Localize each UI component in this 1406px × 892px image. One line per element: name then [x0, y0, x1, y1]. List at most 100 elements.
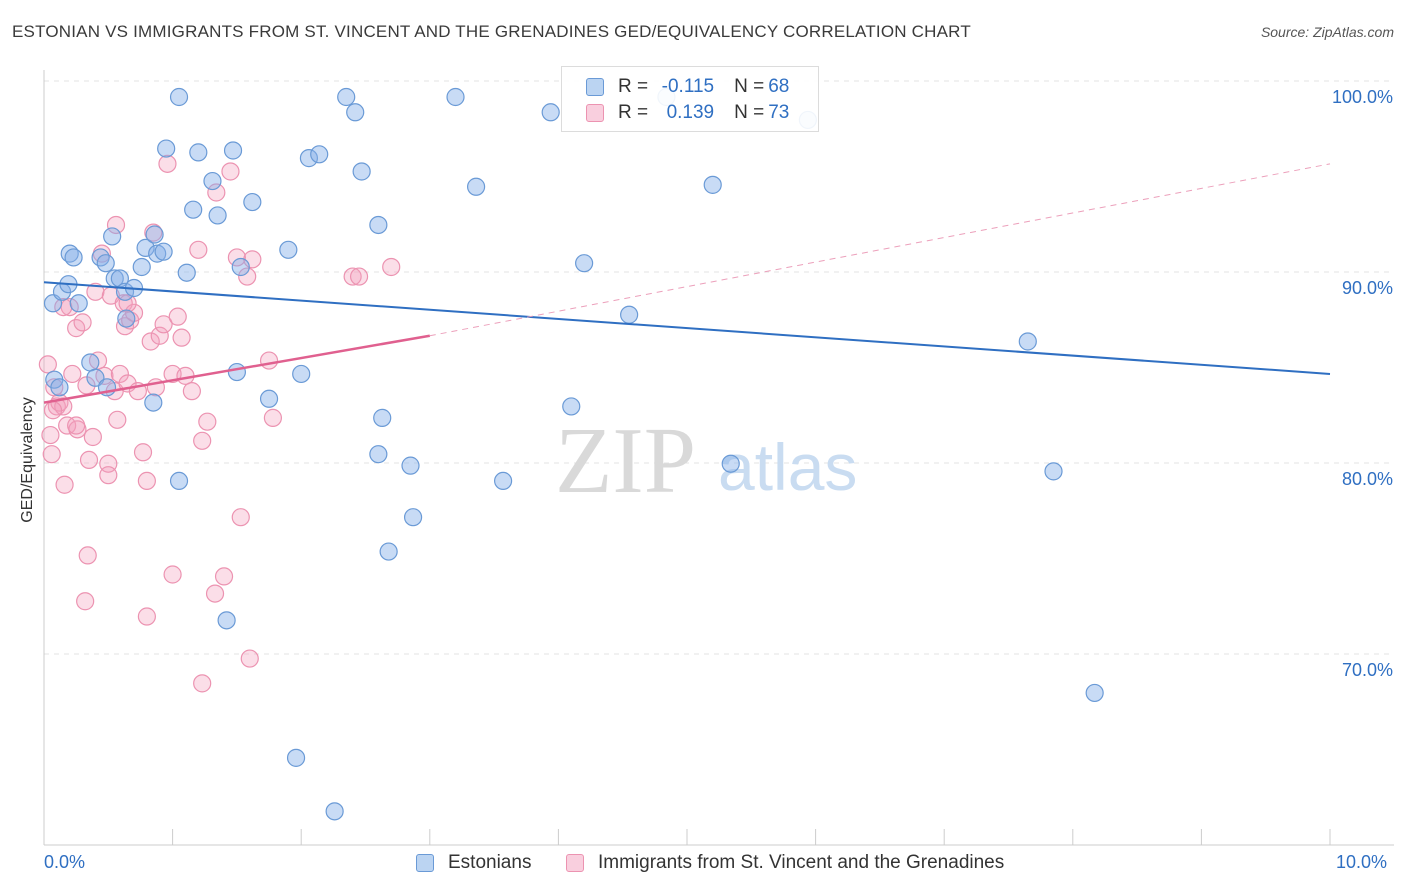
point-immigrants: [231, 508, 250, 527]
point-immigrants: [76, 592, 95, 611]
point-estonians: [703, 175, 722, 194]
point-immigrants: [115, 317, 135, 336]
point-estonians: [117, 309, 136, 328]
point-immigrants: [73, 313, 92, 332]
point-estonians: [299, 149, 319, 168]
bottom-legend-immigrants: Immigrants from St. Vincent and the Gren…: [566, 852, 1004, 874]
point-estonians: [1085, 683, 1104, 703]
point-estonians: [541, 103, 560, 122]
point-immigrants: [99, 466, 118, 485]
point-estonians: [189, 143, 208, 162]
point-estonians: [243, 192, 262, 212]
bottom-legend: Estonians Immigrants from St. Vincent an…: [0, 852, 1406, 878]
point-immigrants: [227, 248, 246, 267]
point-immigrants: [343, 267, 362, 286]
point-immigrants: [193, 674, 212, 693]
legend-n-value: 73: [768, 102, 790, 123]
point-immigrants: [205, 584, 225, 603]
point-estonians: [369, 215, 388, 235]
point-immigrants: [86, 282, 105, 301]
point-estonians: [446, 87, 465, 107]
watermark: ZIP atlas: [555, 409, 857, 513]
legend-n-value: 68: [768, 76, 790, 97]
point-estonians: [223, 141, 243, 160]
point-immigrants: [238, 267, 257, 286]
point-immigrants: [110, 364, 129, 384]
point-estonians: [575, 254, 594, 273]
trend-lines: [43, 163, 1331, 404]
point-estonians: [310, 145, 329, 164]
point-estonians: [144, 393, 163, 412]
point-immigrants: [168, 307, 187, 326]
point-estonians: [81, 353, 100, 372]
bottom-legend-swatch-blue: [416, 854, 434, 872]
source-credit: Source: ZipAtlas.com: [1260, 24, 1394, 40]
point-estonians: [325, 802, 344, 821]
point-immigrants: [55, 475, 74, 494]
point-estonians: [259, 389, 279, 408]
watermark-zip: ZIP: [555, 409, 696, 513]
legend-r-value: 0.139: [666, 102, 715, 123]
trend-line-immigrants-extension: [429, 163, 1331, 337]
point-immigrants: [163, 565, 182, 584]
legend-r-label: R =: [618, 76, 649, 97]
point-immigrants: [150, 326, 169, 345]
bottom-legend-estonians: Estonians: [416, 852, 531, 874]
point-estonians: [373, 408, 392, 427]
legend-swatch-blue: [586, 78, 604, 96]
chart-title: ESTONIAN VS IMMIGRANTS FROM ST. VINCENT …: [12, 22, 971, 41]
point-estonians: [620, 305, 639, 324]
trend-line-estonians: [43, 281, 1331, 375]
point-immigrants: [172, 328, 191, 347]
y-tick-label: 100.0%: [1332, 87, 1393, 107]
point-immigrants: [214, 567, 234, 586]
point-estonians: [292, 364, 311, 384]
point-immigrants: [54, 397, 73, 416]
point-immigrants: [95, 366, 114, 385]
point-estonians: [466, 177, 486, 196]
point-immigrants: [133, 443, 153, 462]
point-immigrants: [41, 425, 60, 445]
point-immigrants: [141, 332, 160, 351]
point-estonians: [346, 103, 365, 122]
point-estonians: [227, 362, 246, 382]
point-immigrants: [263, 408, 283, 427]
point-estonians: [231, 257, 250, 277]
point-immigrants: [118, 294, 137, 313]
point-immigrants: [193, 431, 212, 450]
point-estonians: [69, 294, 88, 313]
point-immigrants: [382, 257, 401, 277]
point-estonians: [208, 206, 227, 225]
point-immigrants: [154, 315, 173, 334]
point-estonians: [50, 378, 69, 397]
x-tick-label-min: 0.0%: [44, 852, 86, 872]
point-immigrants: [240, 649, 259, 668]
point-estonians: [177, 263, 196, 282]
point-estonians: [154, 242, 173, 261]
point-estonians: [96, 254, 115, 273]
point-immigrants: [189, 240, 208, 259]
point-estonians: [148, 244, 167, 263]
legend-swatch-pink: [586, 104, 604, 122]
point-immigrants: [63, 364, 82, 384]
point-immigrants: [79, 450, 99, 469]
point-immigrants: [137, 607, 156, 626]
point-estonians: [184, 200, 203, 219]
point-estonians: [494, 471, 513, 491]
y-tick-label: 80.0%: [1342, 469, 1393, 489]
point-immigrants: [78, 546, 97, 565]
legend-n-label: N =: [734, 102, 765, 123]
bottom-legend-label: Immigrants from St. Vincent and the Gren…: [598, 852, 1005, 873]
correlation-legend: R = -0.115 N = 68 R = 0.139 N = 73: [561, 66, 819, 132]
point-estonians: [169, 471, 189, 491]
point-estonians: [203, 171, 222, 191]
legend-r-label: R =: [618, 102, 649, 123]
point-estonians: [169, 87, 189, 107]
point-estonians: [352, 162, 371, 181]
point-estonians: [562, 397, 581, 416]
y-axis-label: GED/Equivalency: [19, 397, 36, 523]
point-immigrants: [259, 351, 279, 370]
bottom-legend-label: Estonians: [448, 852, 532, 873]
point-estonians: [157, 139, 176, 158]
